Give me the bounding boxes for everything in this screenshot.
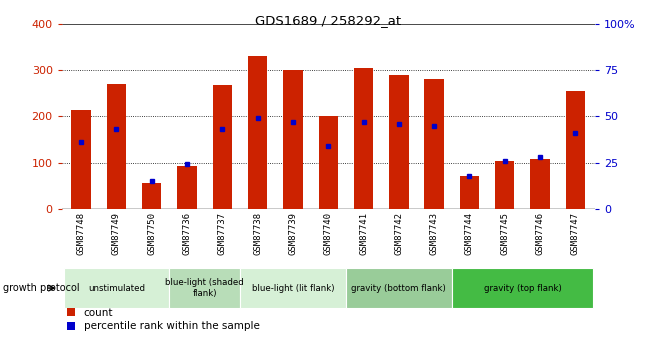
Bar bbox=[530, 159, 550, 209]
Text: growth protocol: growth protocol bbox=[3, 283, 80, 293]
Text: GSM87747: GSM87747 bbox=[571, 211, 580, 255]
Text: GSM87743: GSM87743 bbox=[430, 211, 439, 255]
Bar bbox=[142, 183, 161, 209]
Text: gravity (bottom flank): gravity (bottom flank) bbox=[352, 284, 446, 293]
Bar bbox=[424, 79, 444, 209]
Bar bbox=[354, 68, 373, 209]
Text: GDS1689 / 258292_at: GDS1689 / 258292_at bbox=[255, 14, 401, 27]
Legend: count, percentile rank within the sample: count, percentile rank within the sample bbox=[67, 308, 259, 331]
Bar bbox=[460, 176, 479, 209]
Text: GSM87748: GSM87748 bbox=[77, 211, 86, 255]
Text: gravity (top flank): gravity (top flank) bbox=[484, 284, 561, 293]
Text: GSM87746: GSM87746 bbox=[536, 211, 545, 255]
Text: unstimulated: unstimulated bbox=[88, 284, 145, 293]
Text: blue-light (shaded
flank): blue-light (shaded flank) bbox=[165, 278, 244, 298]
FancyBboxPatch shape bbox=[170, 268, 240, 308]
FancyBboxPatch shape bbox=[346, 268, 452, 308]
Text: GSM87750: GSM87750 bbox=[148, 211, 156, 255]
Bar bbox=[495, 161, 514, 209]
Bar bbox=[283, 70, 303, 209]
Text: GSM87745: GSM87745 bbox=[500, 211, 509, 255]
Bar bbox=[389, 75, 409, 209]
Bar bbox=[177, 166, 197, 209]
Text: GSM87739: GSM87739 bbox=[289, 211, 298, 255]
Text: GSM87749: GSM87749 bbox=[112, 211, 121, 255]
Bar bbox=[107, 84, 126, 209]
Text: GSM87744: GSM87744 bbox=[465, 211, 474, 255]
Text: GSM87736: GSM87736 bbox=[183, 211, 192, 255]
Bar bbox=[72, 109, 91, 209]
Text: GSM87742: GSM87742 bbox=[395, 211, 404, 255]
Bar bbox=[248, 57, 267, 209]
Bar bbox=[318, 116, 338, 209]
FancyBboxPatch shape bbox=[240, 268, 346, 308]
FancyBboxPatch shape bbox=[64, 268, 170, 308]
FancyBboxPatch shape bbox=[452, 268, 593, 308]
Text: GSM87740: GSM87740 bbox=[324, 211, 333, 255]
Text: GSM87737: GSM87737 bbox=[218, 211, 227, 255]
Text: GSM87738: GSM87738 bbox=[253, 211, 262, 255]
Bar bbox=[213, 85, 232, 209]
Bar bbox=[566, 91, 585, 209]
Text: blue-light (lit flank): blue-light (lit flank) bbox=[252, 284, 334, 293]
Text: GSM87741: GSM87741 bbox=[359, 211, 368, 255]
